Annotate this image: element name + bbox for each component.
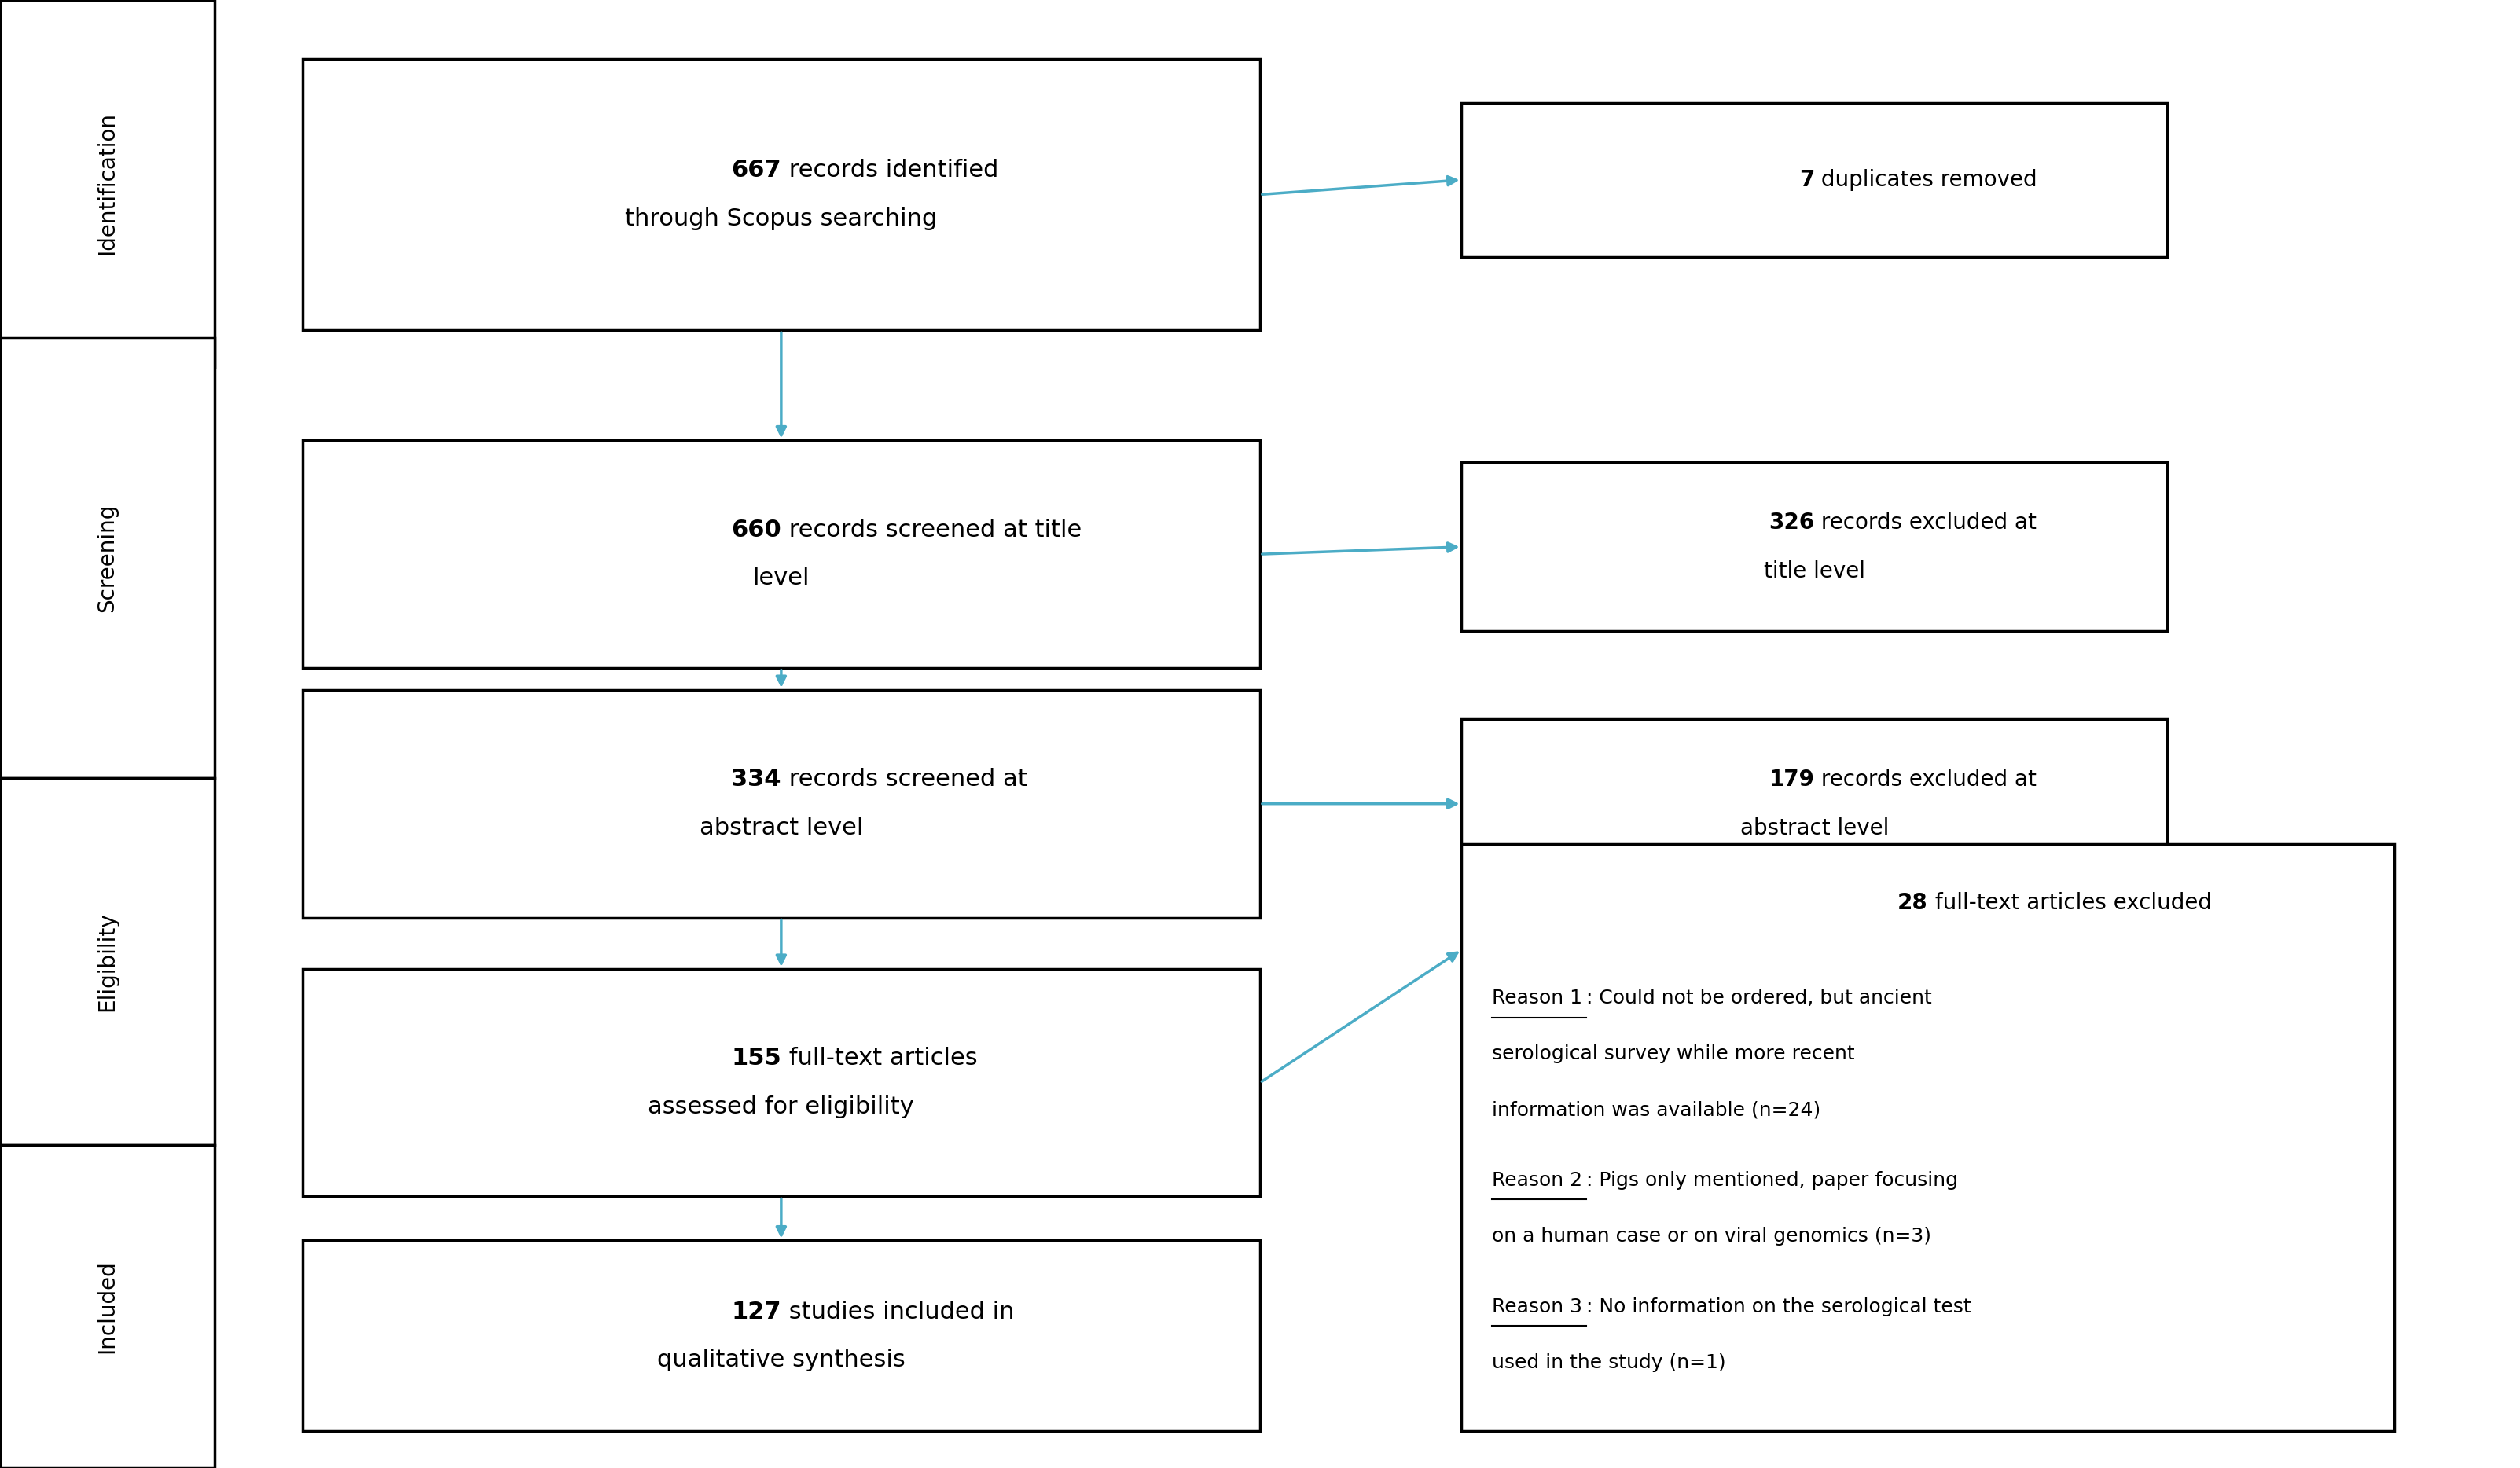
FancyBboxPatch shape bbox=[0, 0, 214, 367]
FancyBboxPatch shape bbox=[302, 440, 1260, 668]
Text: on a human case or on viral genomics (n=3): on a human case or on viral genomics (n=… bbox=[1492, 1227, 1930, 1245]
Text: : No information on the serological test: : No information on the serological test bbox=[1585, 1298, 1971, 1315]
Text: 326: 326 bbox=[1769, 512, 1814, 533]
Text: : Could not be ordered, but ancient: : Could not be ordered, but ancient bbox=[1585, 989, 1933, 1007]
Text: 155: 155 bbox=[731, 1047, 781, 1070]
Text: : Pigs only mentioned, paper focusing: : Pigs only mentioned, paper focusing bbox=[1585, 1171, 1958, 1189]
FancyBboxPatch shape bbox=[1462, 844, 2394, 1431]
Text: records excluded at: records excluded at bbox=[1814, 769, 2036, 790]
Text: studies included in: studies included in bbox=[781, 1301, 1013, 1323]
FancyBboxPatch shape bbox=[302, 690, 1260, 918]
Text: Eligibility: Eligibility bbox=[96, 912, 118, 1011]
Text: Reason 2: Reason 2 bbox=[1492, 1171, 1583, 1189]
Text: records screened at: records screened at bbox=[781, 768, 1028, 791]
Text: 660: 660 bbox=[731, 518, 781, 542]
Text: full-text articles excluded: full-text articles excluded bbox=[1928, 893, 2213, 913]
Text: abstract level: abstract level bbox=[701, 816, 862, 840]
Text: qualitative synthesis: qualitative synthesis bbox=[658, 1349, 905, 1371]
Text: Included: Included bbox=[96, 1260, 118, 1353]
FancyBboxPatch shape bbox=[0, 778, 214, 1145]
Text: information was available (n=24): information was available (n=24) bbox=[1492, 1101, 1819, 1119]
Text: title level: title level bbox=[1764, 561, 1865, 581]
Text: Screening: Screening bbox=[96, 504, 118, 612]
Text: 7: 7 bbox=[1799, 169, 1814, 191]
FancyBboxPatch shape bbox=[0, 1145, 214, 1468]
FancyBboxPatch shape bbox=[1462, 103, 2167, 257]
Text: 667: 667 bbox=[731, 159, 781, 182]
Text: records excluded at: records excluded at bbox=[1814, 512, 2036, 533]
Text: level: level bbox=[753, 567, 809, 590]
Text: abstract level: abstract level bbox=[1739, 818, 1890, 838]
Text: through Scopus searching: through Scopus searching bbox=[625, 207, 937, 230]
Text: serological survey while more recent: serological survey while more recent bbox=[1492, 1045, 1855, 1063]
Text: assessed for eligibility: assessed for eligibility bbox=[648, 1095, 915, 1119]
FancyBboxPatch shape bbox=[302, 59, 1260, 330]
Text: Identification: Identification bbox=[96, 112, 118, 255]
Text: 179: 179 bbox=[1769, 769, 1814, 790]
FancyBboxPatch shape bbox=[1462, 719, 2167, 888]
Text: 127: 127 bbox=[731, 1301, 781, 1323]
Text: records identified: records identified bbox=[781, 159, 998, 182]
FancyBboxPatch shape bbox=[302, 969, 1260, 1196]
Text: Reason 3: Reason 3 bbox=[1492, 1298, 1583, 1315]
FancyBboxPatch shape bbox=[302, 1240, 1260, 1431]
Text: duplicates removed: duplicates removed bbox=[1814, 169, 2036, 191]
FancyBboxPatch shape bbox=[0, 338, 214, 778]
Text: 28: 28 bbox=[1898, 893, 1928, 913]
Text: records screened at title: records screened at title bbox=[781, 518, 1081, 542]
FancyBboxPatch shape bbox=[1462, 462, 2167, 631]
Text: Reason 1: Reason 1 bbox=[1492, 989, 1583, 1007]
Text: 334: 334 bbox=[731, 768, 781, 791]
Text: full-text articles: full-text articles bbox=[781, 1047, 978, 1070]
Text: used in the study (n=1): used in the study (n=1) bbox=[1492, 1353, 1726, 1371]
